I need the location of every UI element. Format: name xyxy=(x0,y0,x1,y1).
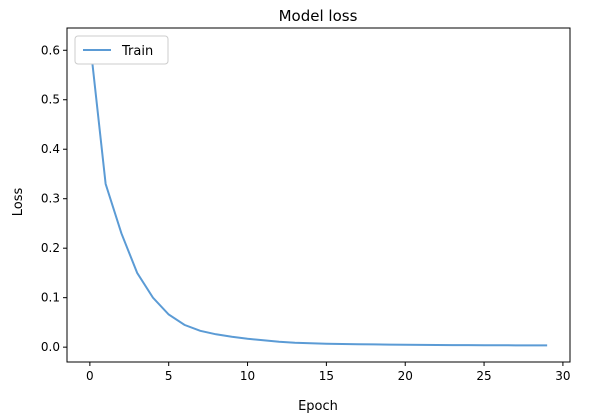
chart-title: Model loss xyxy=(279,7,358,25)
y-tick-label: 0.2 xyxy=(41,241,60,255)
x-tick-label: 25 xyxy=(476,369,491,383)
x-tick-label: 30 xyxy=(555,369,570,383)
y-tick-label: 0.5 xyxy=(41,93,60,107)
y-tick-label: 0.6 xyxy=(41,43,60,57)
legend-box xyxy=(74,35,169,65)
y-tick-label: 0.4 xyxy=(41,142,60,156)
y-tick-label: 0.3 xyxy=(41,192,60,206)
legend-label-train: Train xyxy=(121,44,153,59)
x-tick-label: 15 xyxy=(319,369,334,383)
axis-ticks: 0 5 10 15 20 25 30 0.0 0.1 0.2 0.3 0.4 0.5 0.6 xyxy=(41,43,571,383)
x-tick-label: 10 xyxy=(240,369,255,383)
y-tick-label: 0.1 xyxy=(41,291,60,305)
x-tick-label: 0 xyxy=(86,369,94,383)
y-axis-label: Loss xyxy=(11,188,26,217)
x-tick-label: 5 xyxy=(165,369,173,383)
x-axis-label: Epoch xyxy=(298,399,338,414)
plot-area xyxy=(66,27,571,363)
legend: Train xyxy=(74,35,169,65)
series-line-train xyxy=(88,40,548,347)
x-tick-label: 20 xyxy=(398,369,413,383)
y-tick-label: 0.0 xyxy=(41,340,60,354)
